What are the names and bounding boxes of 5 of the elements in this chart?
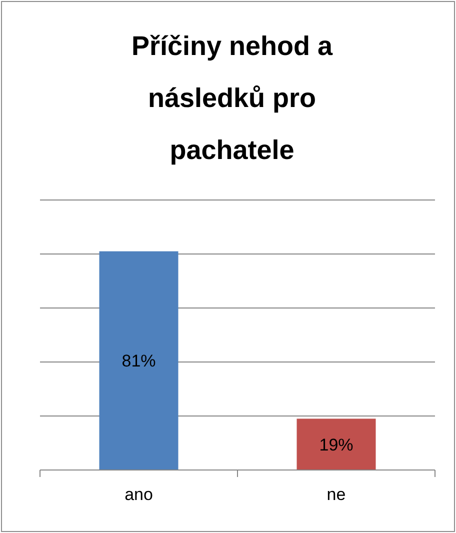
chart-title: Příčiny nehod a následků pro pachatele	[131, 31, 334, 165]
x-tick-label: ne	[326, 485, 346, 504]
x-tick-label: ano	[124, 485, 153, 504]
data-label: 19%	[319, 435, 354, 454]
data-label: 81%	[122, 352, 156, 371]
